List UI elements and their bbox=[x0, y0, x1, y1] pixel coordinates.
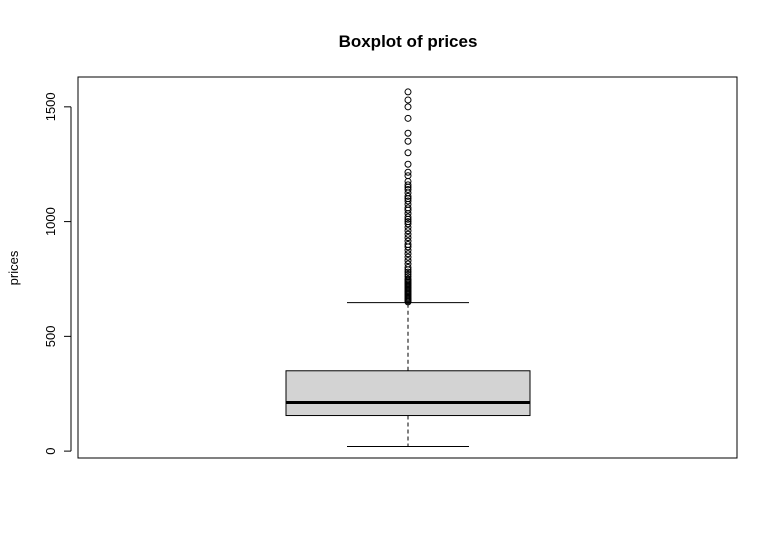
outlier-point bbox=[404, 275, 412, 283]
outlier-point bbox=[404, 172, 412, 180]
outlier-point bbox=[404, 234, 412, 242]
outlier-point bbox=[404, 168, 412, 176]
box-group bbox=[285, 302, 531, 448]
outlier-point bbox=[404, 129, 412, 137]
outlier-point bbox=[404, 268, 412, 276]
y-tick-label: 500 bbox=[43, 326, 58, 348]
outlier-group bbox=[404, 88, 412, 306]
outlier-point bbox=[404, 270, 412, 278]
outlier-point bbox=[404, 227, 412, 235]
outlier-point bbox=[404, 253, 412, 261]
outlier-point bbox=[404, 250, 412, 258]
outlier-point bbox=[404, 181, 412, 189]
y-tick-label: 1500 bbox=[43, 92, 58, 121]
y-tick-label: 1000 bbox=[43, 207, 58, 236]
outlier-point bbox=[404, 241, 412, 249]
outlier-point bbox=[404, 149, 412, 157]
outlier-point bbox=[404, 137, 412, 145]
outlier-point bbox=[404, 220, 412, 228]
outlier-point bbox=[404, 273, 412, 281]
outlier-point bbox=[404, 88, 412, 96]
outlier-point bbox=[404, 96, 412, 104]
chart-title: Boxplot of prices bbox=[339, 32, 478, 51]
iqr-box bbox=[285, 370, 531, 417]
y-axis: 0 500 1000 1500 bbox=[43, 92, 72, 455]
outlier-point bbox=[404, 260, 412, 268]
outlier-point bbox=[404, 197, 412, 205]
outlier-point bbox=[404, 237, 412, 245]
outlier-point bbox=[404, 103, 412, 111]
outlier-point bbox=[404, 264, 412, 271]
outlier-point bbox=[404, 230, 412, 238]
plot-frame bbox=[77, 76, 738, 459]
outlier-point bbox=[404, 114, 412, 122]
y-tick-label: 0 bbox=[43, 447, 58, 454]
outlier-point bbox=[404, 218, 412, 226]
y-axis-label: prices bbox=[6, 250, 21, 285]
outlier-point bbox=[404, 185, 412, 193]
outlier-point bbox=[404, 213, 412, 221]
outlier-point bbox=[404, 257, 412, 265]
outlier-point bbox=[404, 192, 412, 200]
outlier-point bbox=[404, 204, 412, 212]
outlier-point bbox=[404, 160, 412, 168]
